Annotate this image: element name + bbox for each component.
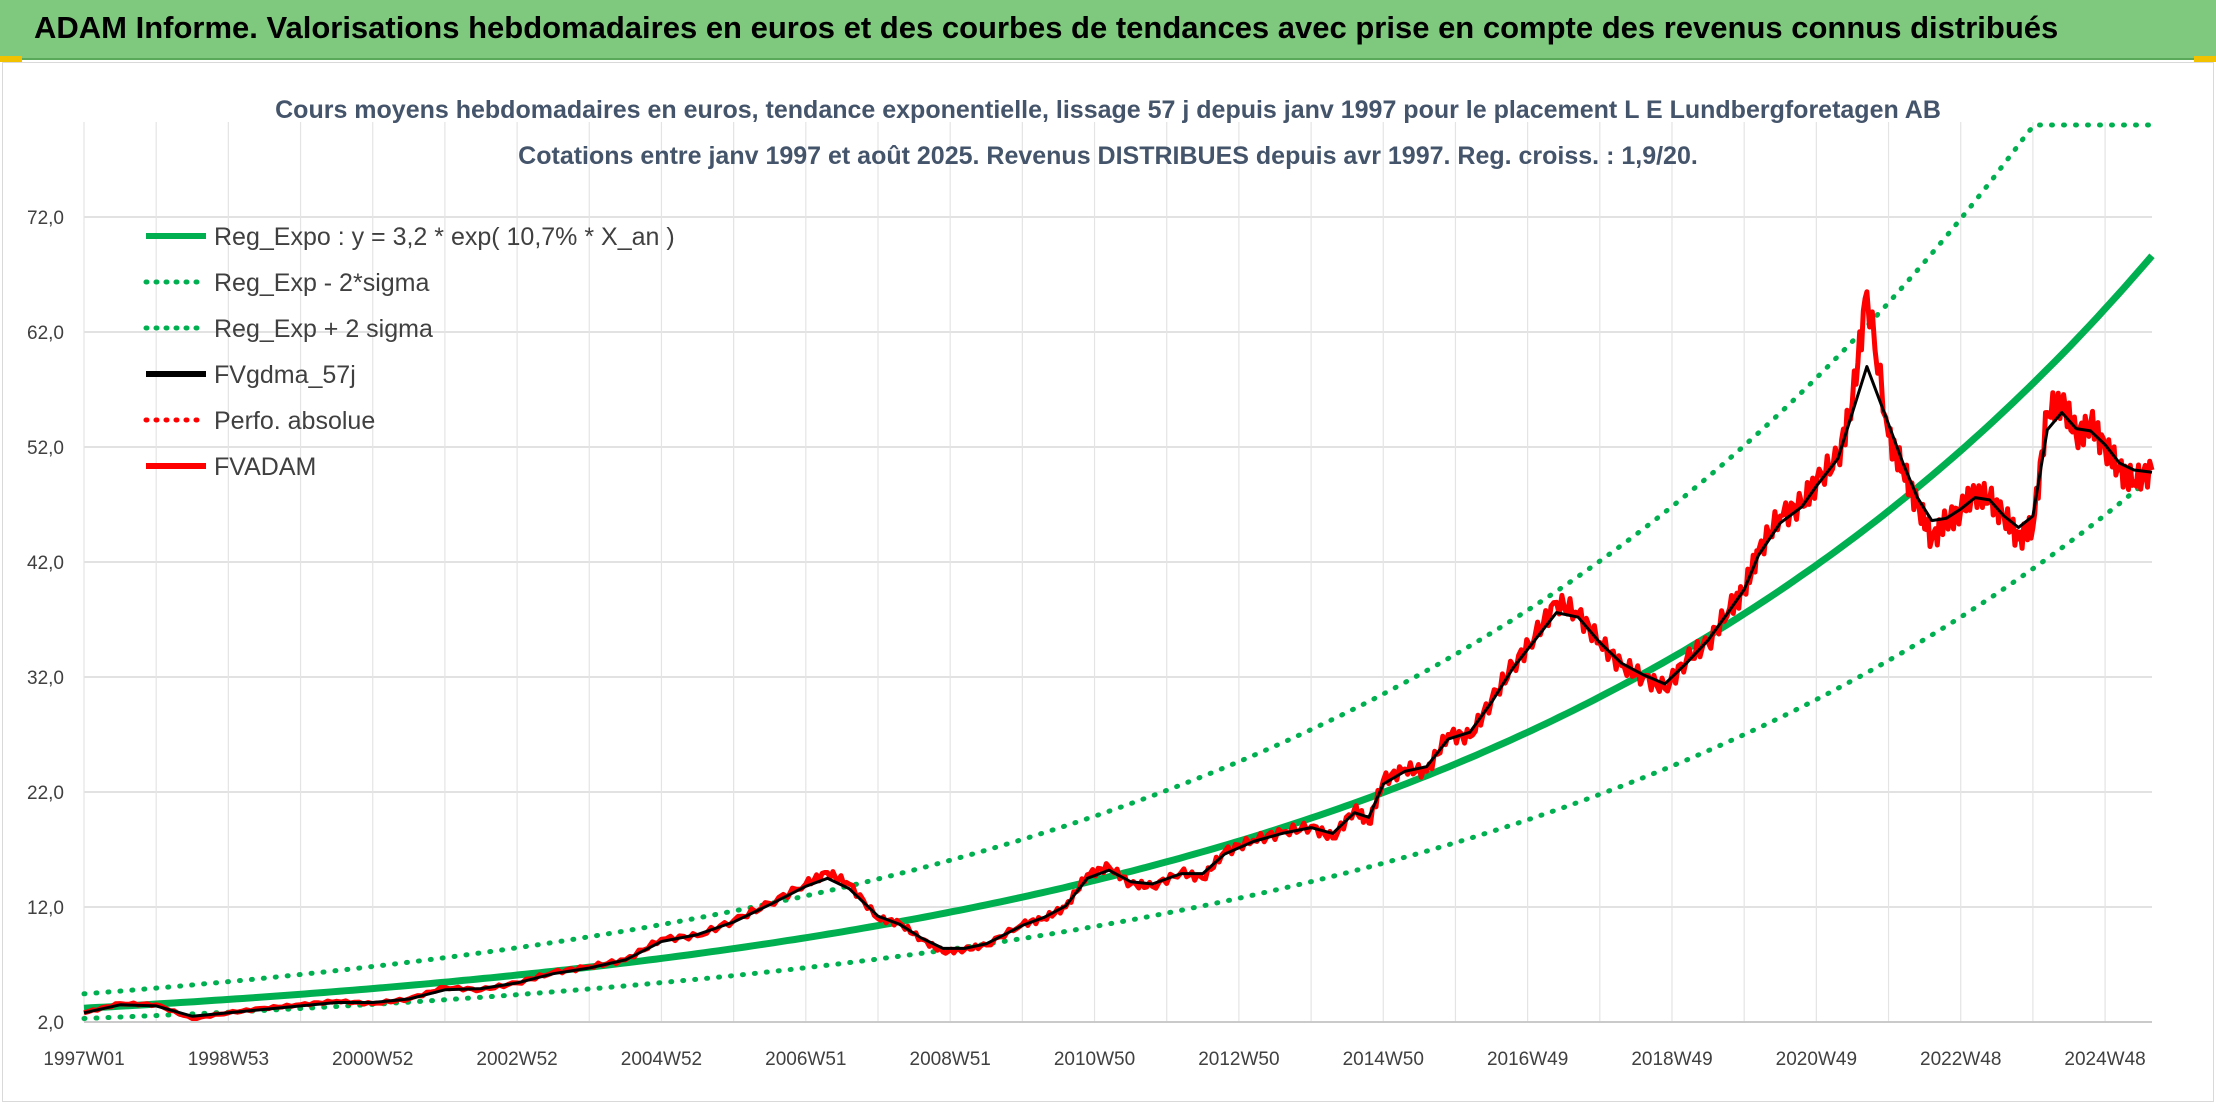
corner-marker-left [0,56,22,62]
y-tick-label: 72,0 [27,208,64,229]
legend-label: Reg_Exp - 2*sigma [214,269,429,297]
x-tick-label: 1997W01 [43,1049,124,1070]
y-tick-label: 62,0 [27,323,64,344]
x-tick-label: 2016W49 [1487,1049,1568,1070]
legend-label: FVADAM [214,453,316,481]
x-tick-label: 2010W50 [1054,1049,1135,1070]
x-tick-label: 2004W52 [621,1049,702,1070]
chart-title-line-1: Cours moyens hebdomadaires en euros, ten… [275,96,1941,124]
x-tick-label: 2018W49 [1631,1049,1712,1070]
x-tick-label: 2006W51 [765,1049,846,1070]
report-title: ADAM Informe. Valorisations hebdomadaire… [34,10,2059,45]
grid [83,122,2152,1023]
axes: Cours moyens hebdomadaires en euros, ten… [27,96,2152,1070]
reg-expo-line [83,253,2155,1012]
x-tick-label: 1998W53 [188,1049,269,1070]
x-tick-label: 2024W48 [2064,1049,2145,1070]
y-tick-label: 52,0 [27,438,64,459]
x-tick-label: 2012W50 [1198,1049,1279,1070]
series-lines [81,122,2155,1021]
report-banner: ADAM Informe. Valorisations hebdomadaire… [0,0,2216,60]
y-tick-label: 2,0 [38,1013,64,1034]
x-tick-label: 2014W50 [1343,1049,1424,1070]
corner-marker-right [2194,56,2216,62]
x-tick-label: 2020W49 [1776,1049,1857,1070]
y-tick-label: 42,0 [27,553,64,574]
legend-label: Perfo. absolue [214,407,375,435]
fvgdma-57j-line [83,365,2153,1018]
reg-exp-minus-2sigma-line [81,474,2155,1021]
x-tick-label: 2022W48 [1920,1049,2001,1070]
reg-exp-plus-2sigma-line [81,122,2155,997]
y-tick-label: 12,0 [27,898,64,919]
x-tick-label: 2008W51 [910,1049,991,1070]
y-tick-label: 32,0 [27,668,64,689]
y-tick-label: 22,0 [27,783,64,804]
x-tick-label: 2002W52 [476,1049,557,1070]
x-tick-label: 2000W52 [332,1049,413,1070]
legend-label: FVgdma_57j [214,361,356,389]
fvadam-line [83,289,2155,1021]
chart-title-line-2: Cotations entre janv 1997 et août 2025. … [518,142,1698,170]
chart-frame [2,62,2214,1102]
legend-label: Reg_Expo : y = 3,2 * exp( 10,7% * X_an ) [214,223,675,251]
legend: Reg_Expo : y = 3,2 * exp( 10,7% * X_an )… [143,223,675,481]
legend-label: Reg_Exp + 2 sigma [214,315,433,343]
